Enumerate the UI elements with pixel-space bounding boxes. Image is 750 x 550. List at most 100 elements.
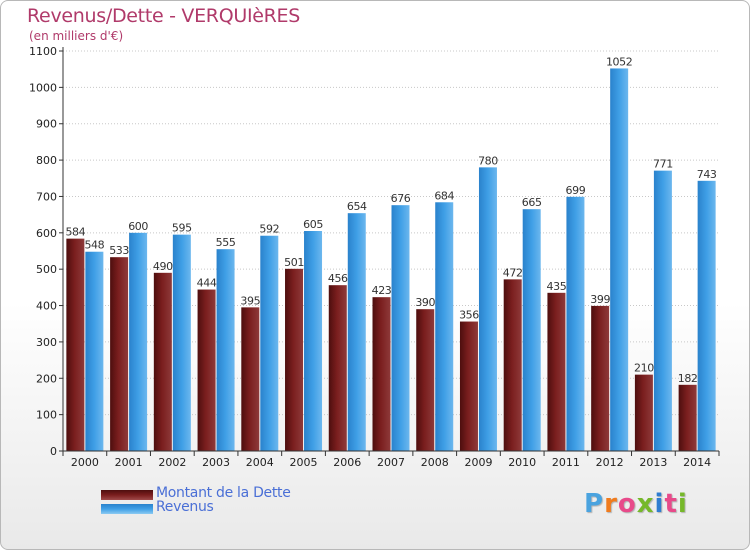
x-tick-labels: 2000 2001 2002 2003 2004 2005 2006 2007 2008 2009… <box>71 456 711 469</box>
bar-dette <box>110 257 129 451</box>
data-label-dette: 501 <box>284 256 304 269</box>
bar-revenus <box>260 235 279 451</box>
bar-dette <box>634 374 653 451</box>
y-tick-label: 400 <box>36 300 57 313</box>
logo-letter: i <box>677 489 688 519</box>
logo-letter: t <box>664 489 678 519</box>
logo-letter: r <box>604 489 618 519</box>
bar-revenus <box>216 249 235 451</box>
data-label-revenus: 771 <box>653 158 673 171</box>
bar-revenus <box>129 232 148 451</box>
x-tick-label: 2006 <box>333 456 361 469</box>
data-label-dette: 584 <box>65 226 85 239</box>
logo-letter: x <box>636 489 655 519</box>
data-label-dette: 444 <box>197 277 217 290</box>
x-tick-label: 2007 <box>377 456 405 469</box>
x-tick-label: 2010 <box>508 456 536 469</box>
bar-revenus <box>522 209 541 451</box>
data-label-revenus: 1052 <box>606 55 632 68</box>
data-label-dette: 490 <box>153 260 173 273</box>
bar-dette <box>547 292 566 451</box>
data-label-revenus: 605 <box>303 218 323 231</box>
y-tick-label: 500 <box>36 263 57 276</box>
x-tick-label: 2014 <box>683 456 711 469</box>
legend-swatch-revenus <box>101 504 153 514</box>
data-label-dette: 456 <box>328 272 348 285</box>
data-label-revenus: 743 <box>697 168 717 181</box>
legend-label-dette: Montant de la Dette <box>156 485 291 501</box>
proxiti-logo: Proxiti <box>584 489 688 519</box>
bar-dette <box>241 307 260 451</box>
data-label-dette: 395 <box>240 294 260 307</box>
x-tick-label: 2009 <box>464 456 492 469</box>
legend-swatch-dette <box>101 490 153 500</box>
data-label-dette: 210 <box>634 362 654 375</box>
data-label-dette: 423 <box>372 284 392 297</box>
y-tick-label: 300 <box>36 336 57 349</box>
bar-revenus <box>85 251 104 451</box>
bar-dette <box>678 384 697 451</box>
data-label-revenus: 665 <box>522 196 542 209</box>
data-label-revenus: 684 <box>434 189 454 202</box>
bar-dette <box>328 285 347 451</box>
data-label-revenus: 592 <box>259 223 279 236</box>
bar-revenus <box>304 231 323 451</box>
bars <box>66 68 716 452</box>
y-tick-label: 600 <box>36 227 57 240</box>
y-tick-label: 700 <box>36 190 57 203</box>
data-label-revenus: 600 <box>128 220 148 233</box>
logo-letter: P <box>584 489 605 519</box>
data-label-revenus: 676 <box>391 192 411 205</box>
data-label-revenus: 654 <box>347 200 367 213</box>
x-tick-label: 2000 <box>71 456 99 469</box>
x-tick-label: 2003 <box>202 456 230 469</box>
x-tick-label: 2008 <box>421 456 449 469</box>
x-tick-label: 2005 <box>290 456 318 469</box>
bar-revenus <box>172 234 191 451</box>
bar-revenus <box>435 202 454 451</box>
y-tick-label: 1100 <box>29 45 57 58</box>
y-tick-label: 200 <box>36 372 57 385</box>
data-label-dette: 472 <box>503 266 523 279</box>
y-tick-label: 100 <box>36 409 57 422</box>
x-tick-label: 2012 <box>596 456 624 469</box>
data-label-dette: 533 <box>109 244 129 257</box>
bar-dette <box>591 305 610 451</box>
data-label-revenus: 780 <box>478 154 498 167</box>
gridlines <box>63 50 719 416</box>
bar-dette <box>416 309 435 451</box>
x-tick-label: 2004 <box>246 456 274 469</box>
data-label-dette: 435 <box>547 280 567 293</box>
data-label-revenus: 595 <box>172 222 192 235</box>
y-tick-label: 800 <box>36 154 57 167</box>
bar-revenus <box>653 170 672 452</box>
bar-dette <box>503 279 522 451</box>
bar-revenus <box>347 213 366 451</box>
logo-letter: o <box>617 489 637 519</box>
chart-subtitle: (en milliers d'€) <box>29 29 124 43</box>
chart-title: Revenus/Dette - VERQUIèRES <box>27 5 301 27</box>
bar-dette <box>285 268 304 451</box>
bar-dette <box>459 321 478 451</box>
data-label-dette: 390 <box>415 296 435 309</box>
bar-revenus <box>478 167 497 451</box>
y-tick-label: 1000 <box>29 81 57 94</box>
data-label-dette: 399 <box>590 293 610 306</box>
y-tick-label: 0 <box>50 445 57 458</box>
x-tick-label: 2013 <box>639 456 667 469</box>
bar-revenus <box>697 180 716 451</box>
x-tick-label: 2001 <box>115 456 143 469</box>
logo-letter: i <box>654 489 665 519</box>
x-tick-label: 2002 <box>158 456 186 469</box>
y-tick-labels: 0 100 200 300 400 500 600 700 800 900 1000 1100 <box>29 45 57 458</box>
bar-revenus <box>566 196 585 451</box>
legend-label-revenus: Revenus <box>156 499 214 515</box>
bar-dette <box>197 289 216 451</box>
data-label-revenus: 548 <box>84 239 104 252</box>
x-tick-label: 2011 <box>552 456 580 469</box>
y-tick-label: 900 <box>36 118 57 131</box>
data-label-revenus: 699 <box>566 184 586 197</box>
